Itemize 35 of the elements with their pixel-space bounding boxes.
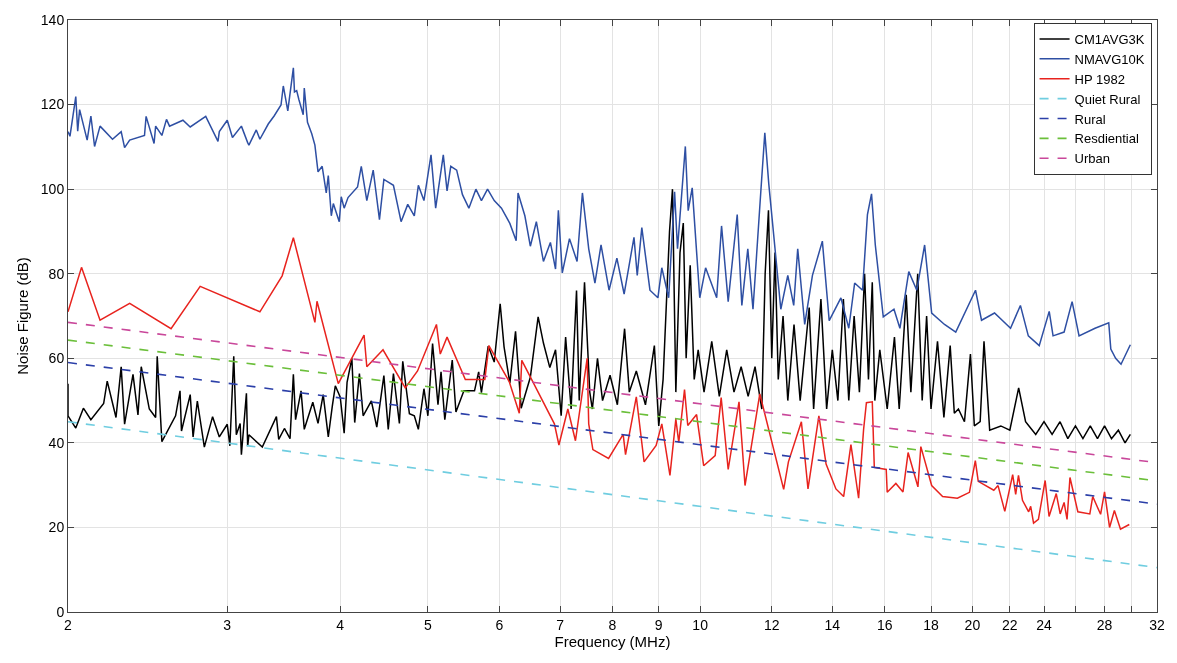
x-tick-label: 20 — [964, 616, 981, 633]
x-tick-label: 4 — [336, 616, 345, 633]
x-tick-label: 22 — [1002, 616, 1018, 633]
y-tick-label: 60 — [48, 350, 65, 367]
legend-label: NMAVG10K — [1074, 51, 1145, 67]
y-tick-label: 80 — [48, 265, 65, 282]
legend-label: HP 1982 — [1074, 71, 1125, 87]
legend-label: CM1AVG3K — [1074, 31, 1145, 47]
legend-label: Urban — [1074, 151, 1110, 167]
x-axis-title: Frequency (MHz) — [554, 632, 671, 650]
x-tick-label: 16 — [876, 616, 893, 633]
x-tick-label: 2 — [64, 616, 73, 633]
y-tick-label: 20 — [48, 519, 65, 536]
x-tick-label: 9 — [654, 616, 663, 633]
x-tick-label: 12 — [763, 616, 780, 633]
y-tick-label: 140 — [40, 11, 65, 28]
x-tick-label: 14 — [824, 616, 841, 633]
x-tick-label: 5 — [423, 616, 432, 633]
y-tick-label: 120 — [40, 96, 65, 113]
x-tick-label: 24 — [1036, 616, 1053, 633]
x-tick-label: 10 — [692, 616, 709, 633]
x-tick-label: 6 — [495, 616, 504, 633]
y-tick-label: 40 — [48, 434, 65, 451]
x-tick-label: 18 — [923, 616, 940, 633]
x-tick-label: 7 — [556, 616, 565, 633]
legend-label: Quiet Rural — [1074, 91, 1141, 107]
x-tick-label: 8 — [608, 616, 617, 633]
y-axis-title: Noise Figure (dB) — [14, 257, 31, 375]
x-tick-label: 3 — [223, 616, 232, 633]
legend-label: Rural — [1074, 111, 1106, 127]
y-tick-label: 0 — [56, 603, 65, 620]
legend-label: Resdiential — [1074, 131, 1139, 147]
x-tick-label: 28 — [1096, 616, 1113, 633]
y-tick-label: 100 — [40, 181, 65, 198]
x-tick-label: 32 — [1149, 616, 1165, 633]
